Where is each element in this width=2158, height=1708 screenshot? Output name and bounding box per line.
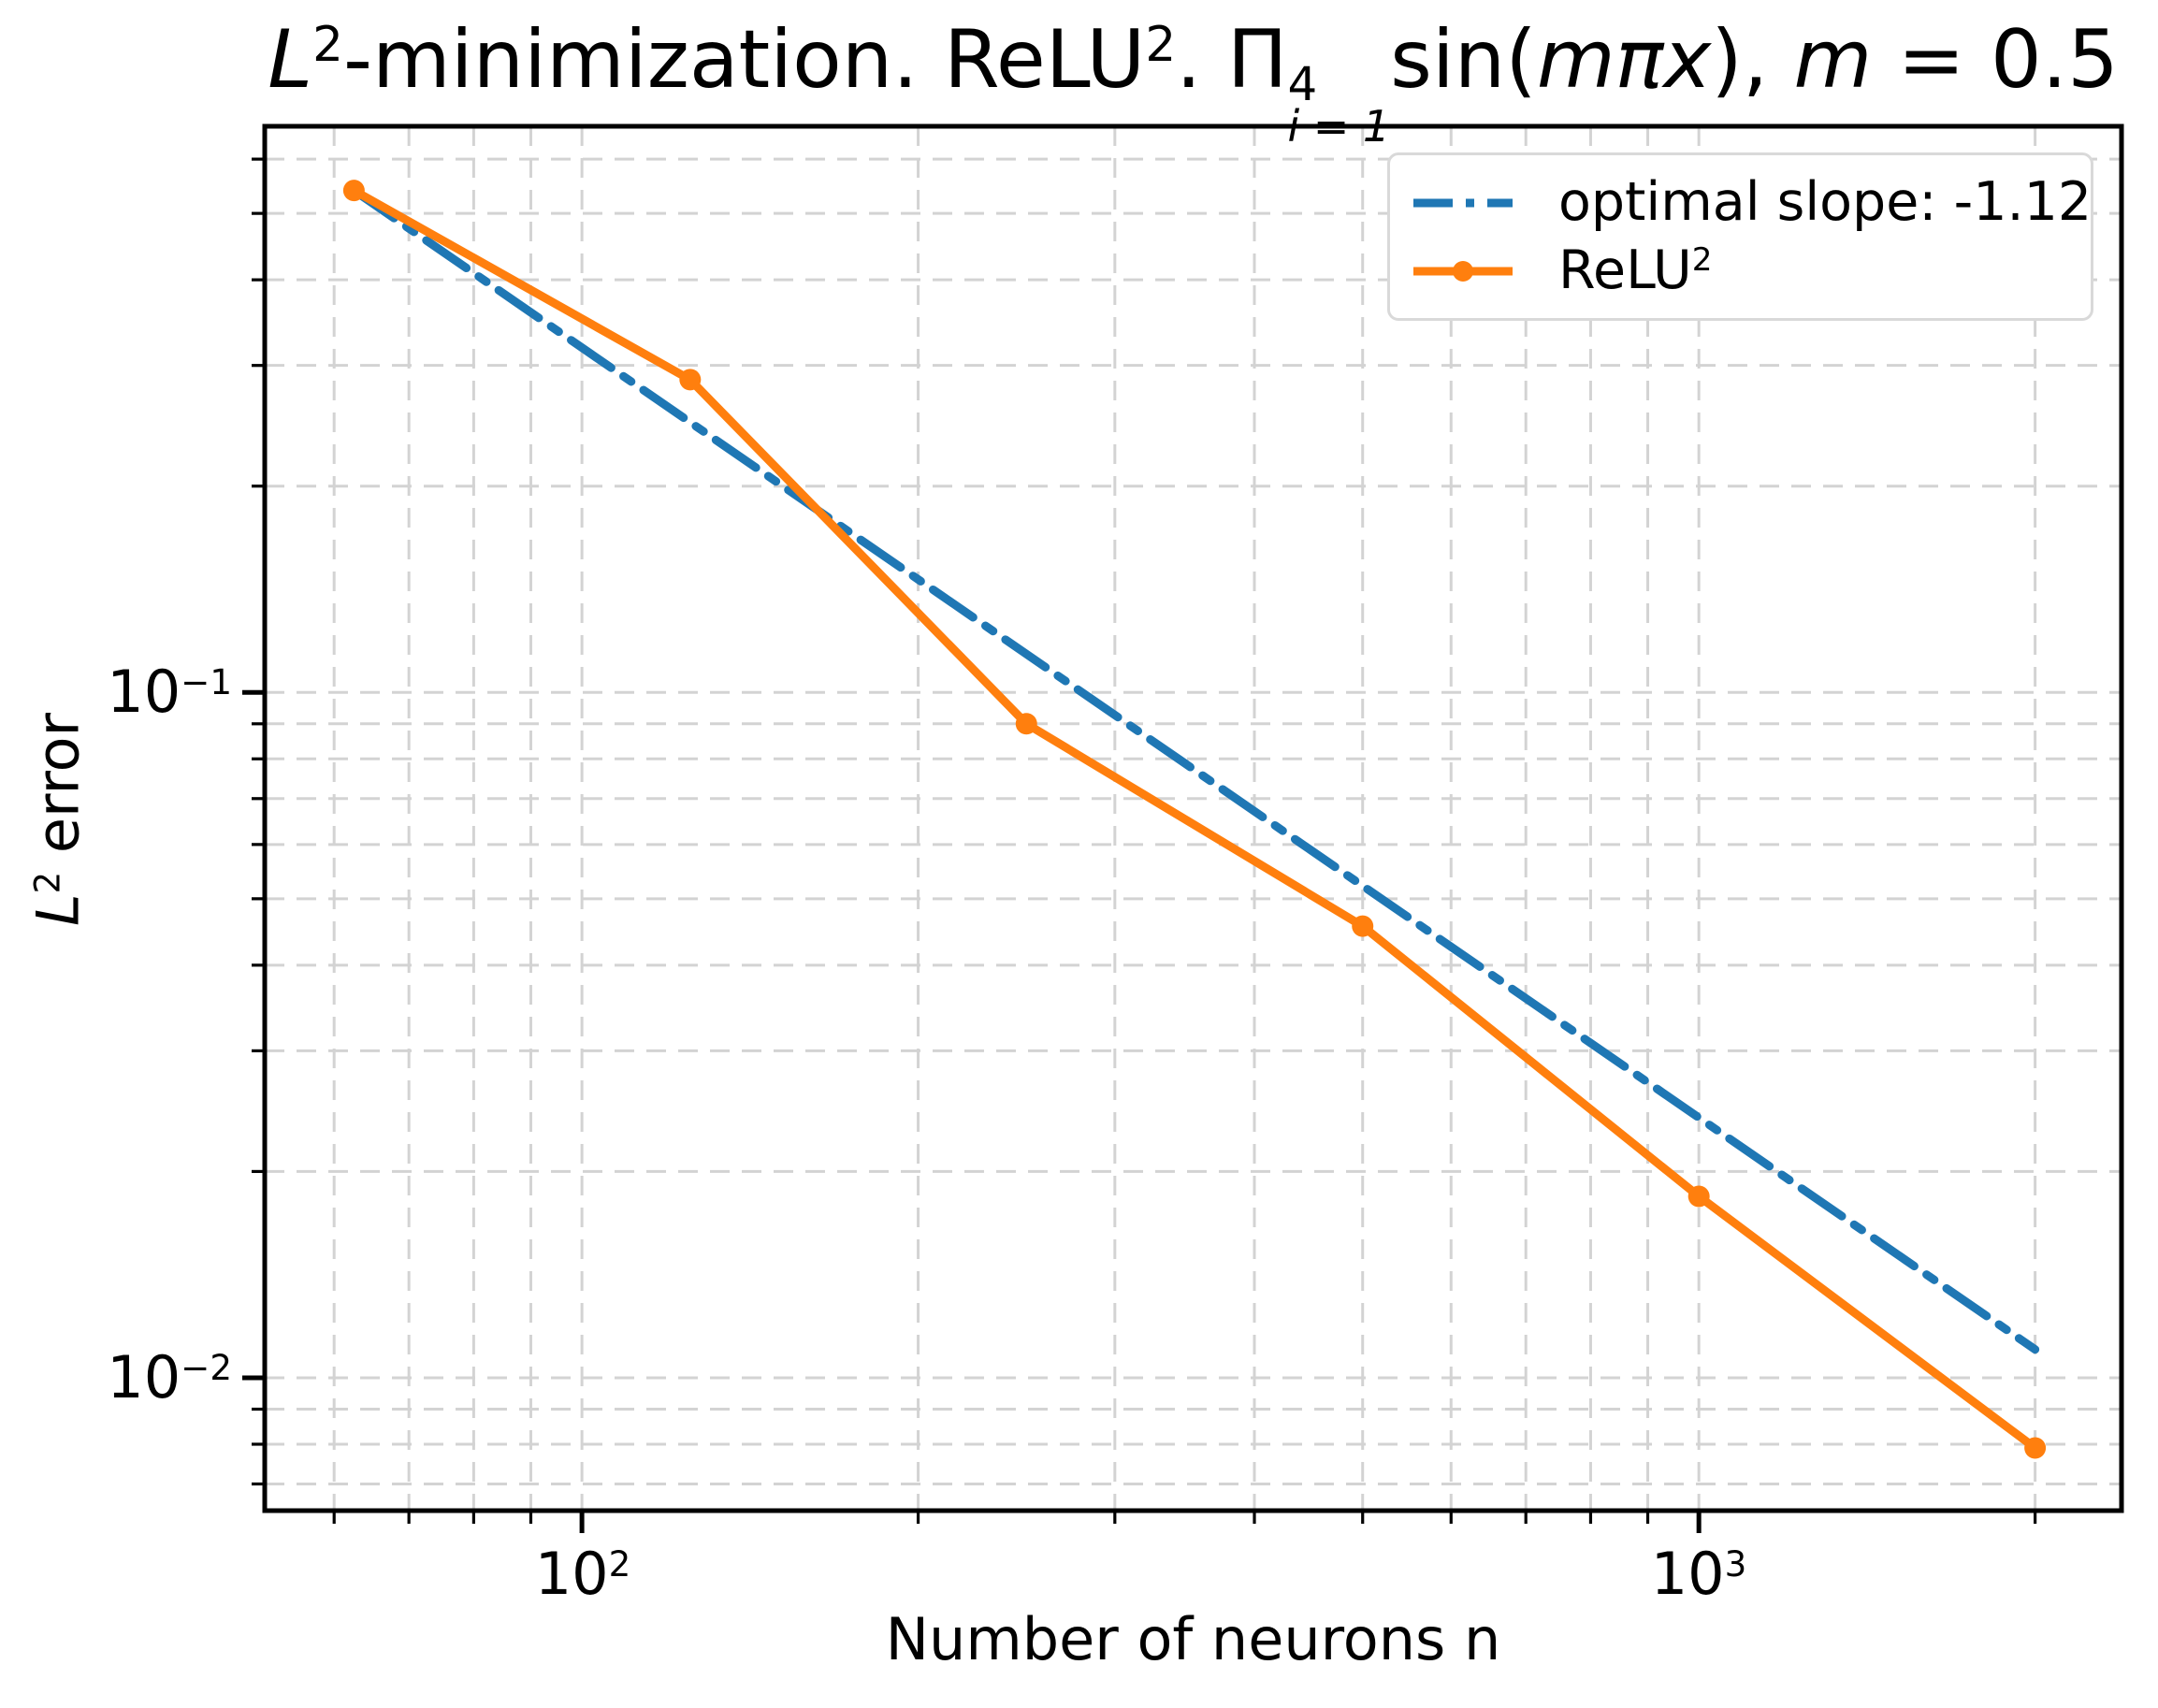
title-product-lower: i = 1 [1287,100,1391,152]
axis-ticks [242,157,2037,1533]
data-point-marker [1687,1185,1710,1208]
data-point-marker [679,369,702,391]
gridlines [265,126,2122,1511]
y-axis-label-exp: 2 [26,871,68,894]
data-point-marker [1015,713,1037,735]
title-L: L [268,13,313,107]
y-tick-label-0.01: 10−2 [45,1338,232,1418]
legend-item-optimal-slope: optimal slope: -1.12 [1411,176,2092,229]
data-point-marker [1352,915,1374,937]
data-point-marker [2024,1437,2047,1459]
title-mpx: mπx [1536,13,1712,107]
optimal-slope-line [349,186,2040,1354]
legend-label-relu2: ReLU2 [1558,244,1713,297]
relu2-markers [342,180,2047,1459]
y-axis-label: L2 error [24,713,93,926]
legend-item-relu2: ReLU2 [1411,244,2072,297]
marker-line-sample-icon [1413,260,1513,282]
y-tick-0.01-base: 10 [107,1343,181,1411]
y-tick-0.01-exp: −2 [181,1346,232,1388]
x-tick-label-100: 102 [471,1540,695,1608]
plot-spines [262,123,2124,1513]
y-tick-0.1-base: 10 [107,658,181,726]
title-m: m [1793,13,1873,107]
title-sin: sin( [1390,13,1537,107]
title-product-symbol: . Π [1176,13,1288,107]
legend-relu2-base: ReLU [1558,239,1692,301]
dashdot-line-sample-icon [1413,198,1513,207]
legend-relu2-exp: 2 [1691,241,1713,280]
legend-label-optimal-slope: optimal slope: -1.12 [1558,171,2093,233]
title-m-value: = 0.5 [1872,13,2119,107]
title-close-paren: ), [1711,13,1794,107]
legend: optimal slope: -1.12 ReLU2 [1387,152,2093,321]
y-tick-label-0.1: 10−1 [45,652,232,732]
y-tick-0.1-exp: −1 [181,660,232,702]
x-tick-100-exp: 2 [608,1542,631,1585]
y-axis-label-rest: error [23,712,93,872]
title-minimization: -minimization. ReLU [342,13,1146,107]
y-axis-label-L: L [23,893,93,927]
x-axis-label: Number of neurons n [885,1605,1501,1673]
x-tick-label-1000: 103 [1586,1540,1811,1608]
title-relu-exponent: 2 [1145,16,1177,73]
data-point-marker [342,180,365,202]
x-tick-1000-exp: 3 [1724,1542,1747,1585]
x-tick-1000-base: 10 [1650,1540,1725,1608]
title-product-upper: 4 [1287,56,1318,111]
title-L-exponent: 2 [312,16,343,73]
relu2-line [349,186,2040,1453]
x-tick-100-base: 10 [534,1540,609,1608]
